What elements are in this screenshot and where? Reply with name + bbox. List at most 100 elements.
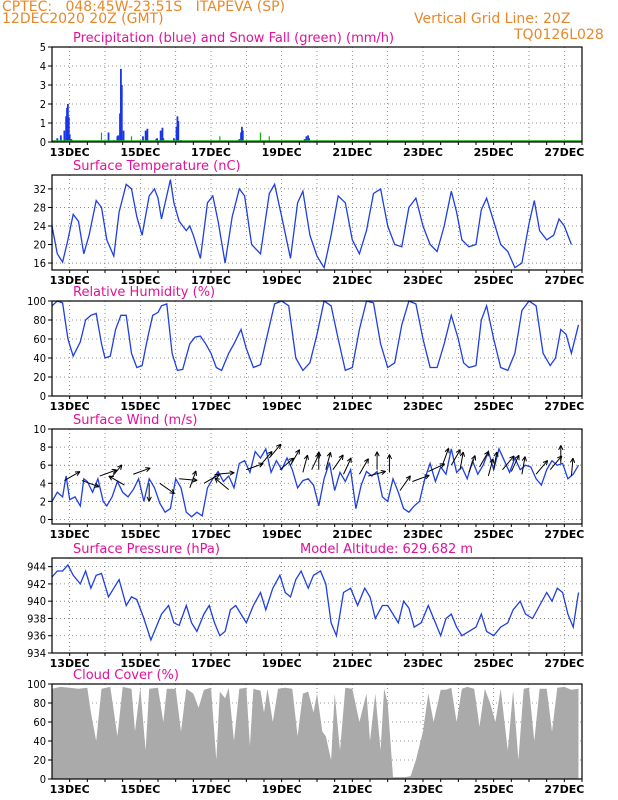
x-tick-label: 13DEC xyxy=(50,528,90,541)
x-tick-label: 15DEC xyxy=(120,528,160,541)
panel-title: Cloud Cover (%) xyxy=(73,668,179,683)
y-tick-label: 5 xyxy=(40,41,46,54)
wind-arrow xyxy=(99,468,117,477)
panel-title: Precipitation (blue) and Snow Fall (gree… xyxy=(73,31,394,46)
x-tick-label: 17DEC xyxy=(191,657,231,670)
wind-arrow xyxy=(386,454,393,473)
y-tick-label: 40 xyxy=(33,352,46,365)
wind-arrow xyxy=(399,475,411,491)
y-tick-label: 4 xyxy=(40,60,46,73)
x-tick-label: 27DEC xyxy=(544,146,584,159)
x-tick-label: 27DEC xyxy=(544,783,584,796)
y-tick-label: 0 xyxy=(40,773,46,786)
wind-arrow xyxy=(268,443,282,459)
wind-arrow xyxy=(189,470,197,488)
precip-bar xyxy=(305,136,308,142)
y-tick-label: 10 xyxy=(33,423,46,436)
x-tick-label: 25DEC xyxy=(474,146,514,159)
y-tick-label: 934 xyxy=(27,647,46,660)
x-tick-label: 27DEC xyxy=(544,657,584,670)
x-tick-label: 15DEC xyxy=(120,274,160,287)
x-tick-label: 19DEC xyxy=(262,783,302,796)
x-tick-label: 21DEC xyxy=(332,274,372,287)
x-tick-label: 13DEC xyxy=(50,657,90,670)
precip-bar xyxy=(173,138,175,142)
y-tick-label: 40 xyxy=(33,735,46,748)
y-tick-label: 944 xyxy=(27,561,46,574)
y-tick-label: 0 xyxy=(40,390,46,403)
x-tick-label: 25DEC xyxy=(474,783,514,796)
snow-bar xyxy=(219,136,221,142)
x-tick-label: 19DEC xyxy=(262,274,302,287)
y-tick-label: 100 xyxy=(27,295,46,308)
x-tick-label: 13DEC xyxy=(50,400,90,413)
precip-bar xyxy=(122,130,125,142)
x-tick-label: 17DEC xyxy=(191,528,231,541)
wind-arrow xyxy=(316,451,322,470)
panel-0: Precipitation (blue) and Snow Fall (gree… xyxy=(40,31,585,159)
precip-bar xyxy=(142,136,144,142)
grid xyxy=(52,175,582,270)
y-tick-label: 24 xyxy=(33,220,46,233)
x-tick-label: 19DEC xyxy=(262,657,302,670)
y-tick-label: 100 xyxy=(27,678,46,691)
x-tick-label: 15DEC xyxy=(120,146,160,159)
y-tick-label: 3 xyxy=(40,79,46,92)
wind-arrow xyxy=(214,477,229,491)
wind-arrow xyxy=(510,454,520,472)
wind-arrow xyxy=(325,452,332,470)
x-tick-label: 27DEC xyxy=(544,274,584,287)
wind-arrow xyxy=(159,482,175,495)
precip-bar xyxy=(308,138,310,142)
y-tick-label: 0 xyxy=(40,136,46,149)
x-tick-label: 13DEC xyxy=(50,146,90,159)
wind-arrow xyxy=(246,462,264,471)
precip-bar xyxy=(144,130,147,142)
snow-bar xyxy=(100,132,103,142)
precip-bar xyxy=(159,130,162,142)
panel-title: Surface Wind (m/s) xyxy=(73,413,197,428)
x-tick-label: 15DEC xyxy=(120,400,160,413)
wind-arrow xyxy=(179,477,198,483)
y-tick-label: 2 xyxy=(40,495,46,508)
precip-bar xyxy=(161,127,164,142)
y-tick-label: 8 xyxy=(40,441,46,454)
precip-bar xyxy=(146,128,149,142)
y-tick-label: 16 xyxy=(33,257,46,270)
y-tick-label: 0 xyxy=(40,513,46,526)
wind-arrow xyxy=(108,475,125,486)
y-tick-label: 6 xyxy=(40,459,46,472)
x-tick-label: 25DEC xyxy=(474,528,514,541)
station-header: CPTEC: 048:45W-23:51S ITAPEVA (SP) xyxy=(2,0,286,15)
x-tick-label: 17DEC xyxy=(191,146,231,159)
precip-bar xyxy=(107,132,110,142)
wind-arrow xyxy=(358,458,369,475)
x-tick-label: 21DEC xyxy=(332,657,372,670)
x-tick-label: 17DEC xyxy=(191,400,231,413)
wind-arrow xyxy=(368,469,386,477)
wind-arrow xyxy=(343,457,352,475)
init-time: 12DEC2020 20Z (GMT) xyxy=(2,11,164,27)
precip-bar xyxy=(241,130,244,142)
y-tick-label: 938 xyxy=(27,612,46,625)
wind-arrow xyxy=(569,457,576,477)
x-tick-label: 27DEC xyxy=(544,528,584,541)
x-tick-label: 23DEC xyxy=(403,657,443,670)
panel-title: Relative Humidity (%) xyxy=(73,285,215,300)
x-tick-label: 25DEC xyxy=(474,400,514,413)
y-tick-label: 20 xyxy=(33,371,46,384)
precip-bar xyxy=(177,121,180,142)
series-line xyxy=(51,446,580,518)
snow-bar xyxy=(259,132,262,142)
precip-bar xyxy=(120,85,123,142)
wind-arrow xyxy=(302,454,309,473)
grid xyxy=(52,301,582,396)
wind-arrow xyxy=(441,447,450,466)
precip-bar xyxy=(63,130,66,142)
x-tick-label: 27DEC xyxy=(544,400,584,413)
wind-arrow xyxy=(450,449,461,466)
y-tick-label: 32 xyxy=(33,183,46,196)
y-tick-label: 2 xyxy=(40,98,46,111)
wind-arrow xyxy=(81,480,100,488)
